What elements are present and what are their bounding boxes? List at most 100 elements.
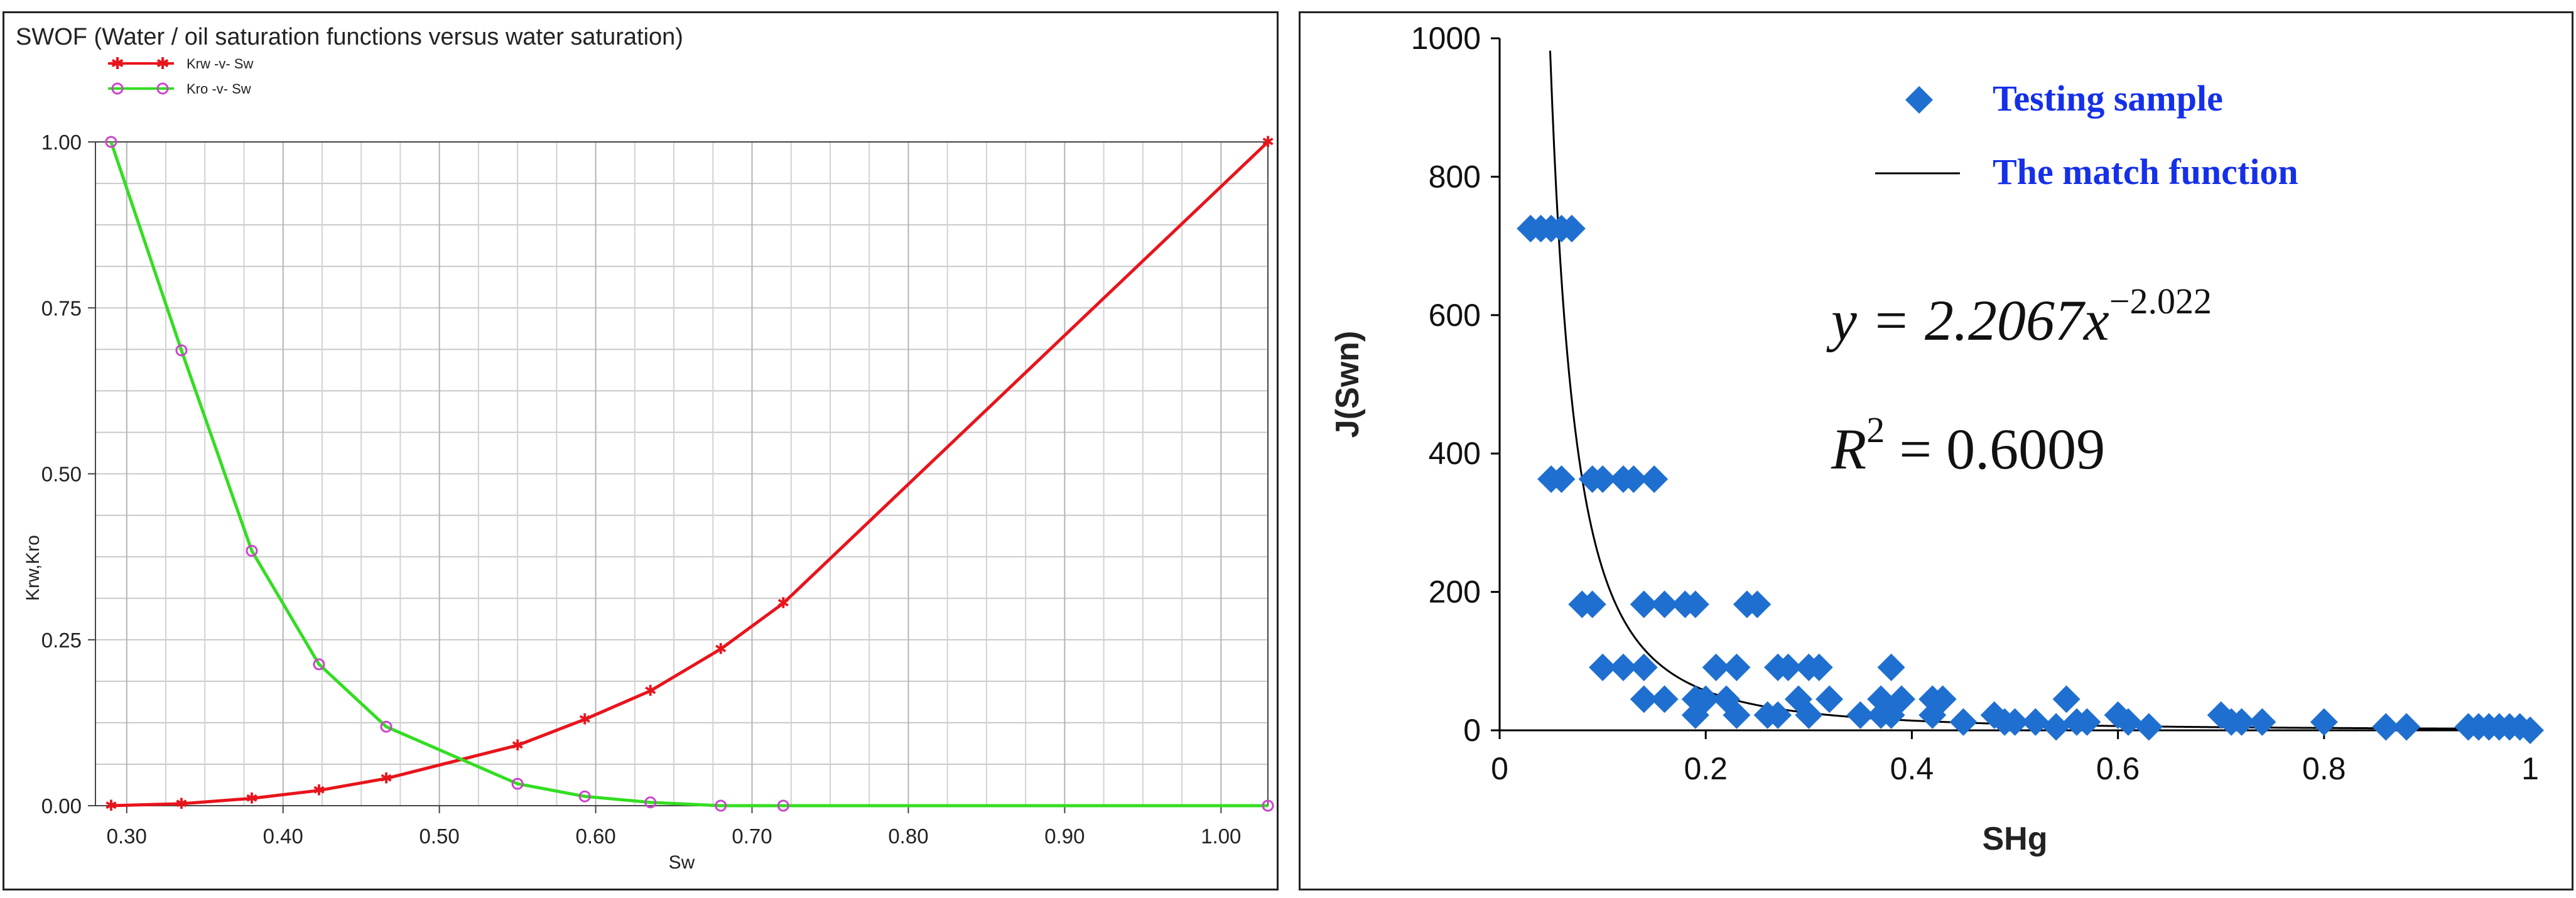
y-tick-label: 400 xyxy=(1429,436,1481,471)
kro-data-point xyxy=(313,658,325,671)
kro-data-point xyxy=(715,799,727,812)
krw-data-point: ✱ xyxy=(246,789,258,807)
x-tick-label: 0.70 xyxy=(732,825,772,848)
x-tick-label: 0.50 xyxy=(419,825,460,848)
testing-sample-point xyxy=(1547,465,1576,493)
krw-data-point: ✱ xyxy=(511,737,524,754)
x-axis-label: SHg xyxy=(1983,821,2048,857)
y-tick-label: 1000 xyxy=(1411,21,1481,56)
testing-sample-point xyxy=(2516,717,2544,744)
kro-data-point xyxy=(578,790,591,803)
testing-sample-point xyxy=(2114,708,2143,736)
kro-data-point xyxy=(511,777,524,790)
y-tick-label: 0.50 xyxy=(41,463,82,486)
testing-sample-point xyxy=(1723,653,1751,681)
r-squared-value: = 0.6009 xyxy=(1885,417,2105,481)
testing-sample-point xyxy=(2135,713,2163,741)
krw-data-point: ✱ xyxy=(578,711,591,728)
testing-sample-point xyxy=(1764,701,1792,729)
fit-equation-base: y = 2.2067x xyxy=(1826,288,2109,352)
testing-sample-point xyxy=(2052,685,2081,713)
testing-sample-point xyxy=(1589,653,1617,681)
r-squared-label: R2 = 0.6009 xyxy=(1831,409,2105,481)
krw-data-point: ✱ xyxy=(105,797,117,814)
testing-sample-point xyxy=(1784,685,1812,713)
testing-sample-point xyxy=(1723,701,1751,729)
kro-data-point xyxy=(246,544,258,557)
testing-sample-point xyxy=(1929,685,1957,713)
x-tick-label: 1 xyxy=(2521,751,2539,786)
legend-label-testing-sample: Testing sample xyxy=(1993,78,2223,119)
legend-circle-marker xyxy=(156,82,169,95)
y-tick-label: 0.25 xyxy=(41,629,82,652)
kro-data-point xyxy=(105,136,117,148)
testing-sample-point xyxy=(2393,713,2421,741)
testing-sample-point xyxy=(1949,708,1978,736)
y-tick-label: 1.00 xyxy=(41,131,82,154)
y-tick-label: 0.75 xyxy=(41,296,82,320)
r-squared-superscript: 2 xyxy=(1866,409,1885,450)
testing-sample-point xyxy=(1846,701,1875,729)
kro-data-point xyxy=(380,720,392,733)
testing-sample-point xyxy=(1774,653,1802,681)
y-axis-label: J(Swn) xyxy=(1329,331,1366,438)
y-tick-label: 800 xyxy=(1429,159,1481,194)
x-axis-label: Sw xyxy=(669,852,695,873)
testing-sample-point xyxy=(2021,708,2050,736)
fit-equation: y = 2.2067x−2.022 xyxy=(1826,281,2212,352)
krw-data-point: ✱ xyxy=(313,782,325,799)
testing-sample-point xyxy=(1589,465,1617,493)
y-tick-label: 200 xyxy=(1429,575,1481,610)
kro-data-point xyxy=(644,796,657,809)
kro-data-point xyxy=(175,344,188,357)
x-tick-label: 0.4 xyxy=(1890,751,1934,786)
jswn-chart: 0 200 400 600 800 1000 0 0.2 0.4 0.6 0.8 1 SHg J(Swn)… xyxy=(1329,21,2544,857)
krw-data-point: ✱ xyxy=(380,770,392,787)
testing-sample-point xyxy=(2104,701,2132,729)
testing-sample-point xyxy=(1630,685,1658,713)
series-line-kro xyxy=(109,141,1268,808)
testing-sample-point xyxy=(1557,215,1586,243)
x-tick-label: 0.6 xyxy=(2096,751,2140,786)
swof-chart: SWOF (Water / oil saturation functions v… xyxy=(16,24,1274,873)
x-tick-label: 0 xyxy=(1491,751,1508,786)
testing-sample-point xyxy=(1918,701,1947,729)
x-tick-label: 0.60 xyxy=(575,825,615,848)
testing-sample-point xyxy=(1681,701,1709,729)
x-tick-label: 0.8 xyxy=(2302,751,2346,786)
legend-label-krw: Krw -v- Sw xyxy=(187,56,253,72)
testing-sample-point xyxy=(1816,685,1844,713)
y-tick-label: 0 xyxy=(1463,713,1481,748)
krw-data-point: ✱ xyxy=(715,641,727,658)
y-tick-label: 600 xyxy=(1429,298,1481,333)
krw-data-point: ✱ xyxy=(1262,133,1274,151)
jswn-chart-panel: 0 200 400 600 800 1000 0 0.2 0.4 0.6 0.8 1 SHg J(Swn)… xyxy=(1299,11,2573,890)
testing-sample-point xyxy=(1980,701,2008,729)
testing-sample-point xyxy=(1681,590,1709,619)
x-tick-label: 0.40 xyxy=(263,825,303,848)
x-tick-label: 1.00 xyxy=(1201,825,1241,848)
x-tick-label: 0.90 xyxy=(1044,825,1085,848)
testing-sample-point xyxy=(1578,590,1606,619)
krw-data-point: ✱ xyxy=(175,795,188,813)
testing-sample-point xyxy=(1795,701,1823,729)
legend-diamond-marker xyxy=(1905,86,1933,114)
testing-sample-point xyxy=(1650,685,1679,713)
testing-sample-point xyxy=(1609,653,1637,681)
testing-sample-point xyxy=(1877,701,1905,729)
swof-chart-panel: SWOF (Water / oil saturation functions v… xyxy=(3,11,1279,890)
fit-equation-exponent: −2.022 xyxy=(2109,281,2212,322)
r-squared-symbol: R xyxy=(1831,417,1866,481)
testing-sample-point xyxy=(2248,708,2276,736)
legend-star-marker: ✱ xyxy=(156,55,170,73)
testing-sample-point xyxy=(2310,708,2338,736)
x-tick-label: 0.80 xyxy=(888,825,928,848)
testing-sample-point xyxy=(2372,713,2400,741)
legend-star-marker: ✱ xyxy=(111,55,124,73)
series-line-krw xyxy=(111,141,1269,808)
testing-sample-point xyxy=(1640,465,1669,493)
legend-label-kro: Kro -v- Sw xyxy=(187,81,251,97)
testing-sample-point xyxy=(1620,465,1648,493)
legend-label-match-function: The match function xyxy=(1993,151,2298,192)
x-tick-label: 0.2 xyxy=(1684,751,1728,786)
